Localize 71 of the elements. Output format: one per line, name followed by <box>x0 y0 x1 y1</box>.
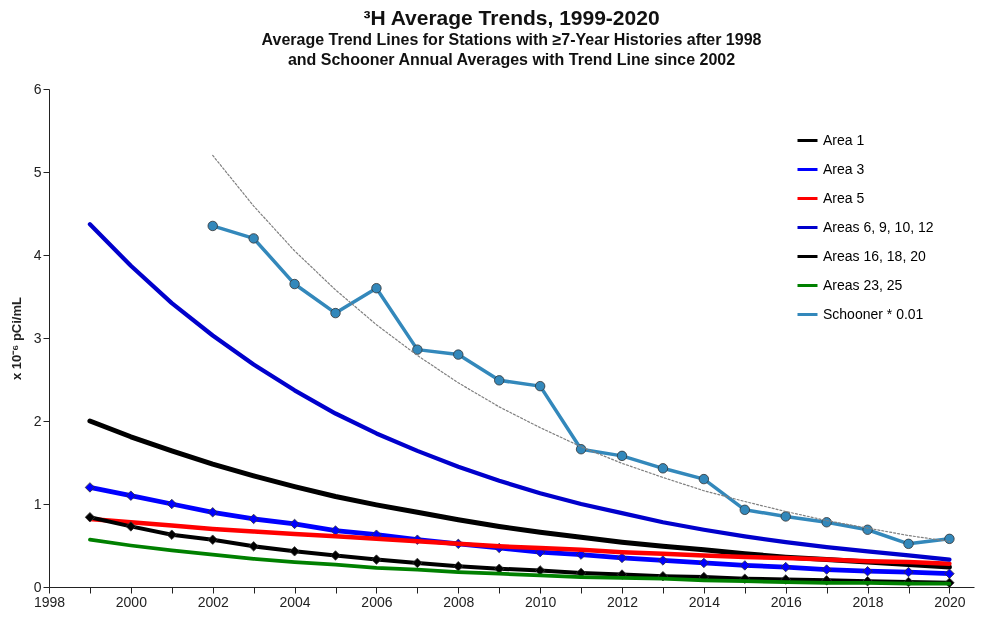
point <box>657 463 669 474</box>
x-tick-label: 2016 <box>770 593 803 610</box>
point <box>207 507 218 518</box>
point <box>780 561 791 573</box>
y-tick-label: 3 <box>33 329 42 346</box>
point <box>84 482 96 493</box>
point <box>371 283 382 294</box>
x-tick-label: 2008 <box>443 593 475 610</box>
point <box>289 278 300 290</box>
x-tick-label: 2002 <box>197 593 229 610</box>
legend-label: Area 1 <box>823 131 865 148</box>
point <box>944 568 955 579</box>
legend-label: Area 3 <box>823 160 865 177</box>
point <box>535 381 546 392</box>
x-tick-label: 2000 <box>115 593 148 610</box>
y-tick-label: 0 <box>33 578 42 595</box>
point <box>821 564 832 575</box>
legend-label: Areas 23, 25 <box>823 276 903 293</box>
legend-label: Schooner * 0.01 <box>823 305 924 322</box>
point <box>289 518 300 530</box>
point <box>248 541 259 552</box>
point <box>371 554 382 565</box>
point <box>453 561 464 572</box>
point <box>207 220 218 232</box>
point <box>330 525 341 536</box>
point <box>412 344 423 355</box>
point <box>330 307 341 319</box>
point <box>248 513 259 525</box>
line-series <box>87 222 952 562</box>
x-tick-label: 2012 <box>606 593 639 610</box>
x-tick-label: 1998 <box>33 593 66 610</box>
legend-label: Area 5 <box>823 189 865 206</box>
legend-label: Areas 16, 18, 20 <box>823 247 926 264</box>
point <box>698 557 710 569</box>
point <box>903 538 914 549</box>
point <box>166 529 177 540</box>
point <box>248 233 259 244</box>
y-tick-label: 2 <box>33 412 42 429</box>
point <box>780 511 791 522</box>
point <box>84 512 96 523</box>
point <box>862 566 873 577</box>
point <box>657 555 669 566</box>
y-tick-label: 1 <box>33 495 42 512</box>
x-tick-label: 2004 <box>279 593 311 610</box>
point <box>289 546 300 557</box>
point <box>698 473 710 485</box>
point <box>125 521 136 532</box>
legend-label: Areas 6, 9, 10, 12 <box>823 218 934 235</box>
point <box>330 550 341 561</box>
y-axis-title: x 10⁻⁶ pCi/mL <box>8 296 24 380</box>
x-tick-label: 2010 <box>525 593 557 610</box>
x-tick-label: 2006 <box>361 593 393 610</box>
y-tick-label: 5 <box>33 163 42 180</box>
y-tick-label: 6 <box>33 80 42 97</box>
chart-subtitle: Average Trend Lines for Stations with ≥7-Year Histories after 1998 and Schooner Annual Averages with Trend Line since 2002 <box>261 31 762 68</box>
point <box>453 349 464 360</box>
point <box>903 566 914 578</box>
point <box>207 534 218 545</box>
y-tick-label: 4 <box>33 246 42 263</box>
point <box>412 557 423 569</box>
point <box>125 490 136 501</box>
point <box>739 560 750 571</box>
chart-title: ³H Average Trends, 1999-2020 <box>363 6 660 29</box>
x-tick-label: 2018 <box>852 593 884 610</box>
point <box>739 504 750 515</box>
point <box>944 533 955 544</box>
point <box>494 375 505 386</box>
point <box>166 498 177 510</box>
x-tick-label: 2014 <box>688 593 721 610</box>
x-tick-label: 2020 <box>934 593 966 610</box>
point <box>616 450 628 461</box>
